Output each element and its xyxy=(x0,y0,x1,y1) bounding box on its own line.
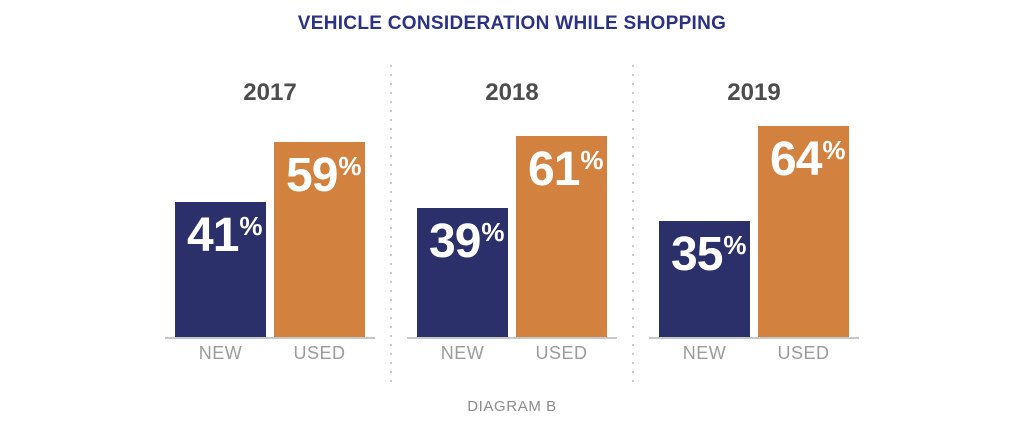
bar-value-label: 41 % xyxy=(175,202,266,260)
category-labels: NEW USED xyxy=(633,339,875,364)
year-group-2018: 2018 39 % 61 % NEW USED xyxy=(391,65,634,384)
bar-chart: 2017 41 % 59 % NEW USED xyxy=(0,65,1024,384)
bar-value-number: 39 xyxy=(429,215,481,268)
percent-sign: % xyxy=(338,151,362,181)
percent-sign: % xyxy=(580,145,604,175)
bar-2019-new: 35 % xyxy=(659,221,750,337)
chart-title: VEHICLE CONSIDERATION WHILE SHOPPING xyxy=(297,13,727,34)
category-labels: NEW USED xyxy=(149,339,391,364)
axis-baseline xyxy=(649,337,859,339)
bar-value-number: 35 xyxy=(671,228,723,281)
category-label-used: USED xyxy=(777,343,830,363)
year-label-2018: 2018 xyxy=(485,79,539,106)
axis-baseline xyxy=(165,337,375,339)
group-separator xyxy=(632,65,634,384)
axis-baseline xyxy=(407,337,617,339)
bar-value-label: 64 % xyxy=(758,126,849,184)
bar-value-label: 39 % xyxy=(417,208,508,266)
bar-2019-used: 64 % xyxy=(758,126,849,337)
percent-sign: % xyxy=(822,135,846,165)
percent-sign: % xyxy=(481,217,505,247)
chart-area-2019: 35 % 64 % xyxy=(633,105,875,337)
year-label-2019: 2019 xyxy=(727,79,781,106)
bar-value-number: 41 xyxy=(187,209,239,262)
diagram-caption: DIAGRAM B xyxy=(467,398,557,415)
chart-area-2018: 39 % 61 % xyxy=(391,105,633,337)
bar-value-number: 59 xyxy=(286,149,338,202)
percent-sign: % xyxy=(239,211,263,241)
bar-2017-new: 41 % xyxy=(175,202,266,337)
bar-value-label: 61 % xyxy=(516,136,607,194)
bar-2017-used: 59 % xyxy=(274,142,365,337)
category-label-new: NEW xyxy=(440,343,485,363)
category-label-new: NEW xyxy=(198,343,243,363)
bar-value-label: 35 % xyxy=(659,221,750,279)
chart-area-2017: 41 % 59 % xyxy=(149,105,391,337)
percent-sign: % xyxy=(723,230,747,260)
category-labels: NEW USED xyxy=(391,339,633,364)
bar-2018-used: 61 % xyxy=(516,136,607,337)
category-label-used: USED xyxy=(293,343,346,363)
category-label-new: NEW xyxy=(682,343,727,363)
group-separator xyxy=(390,65,392,384)
bar-2018-new: 39 % xyxy=(417,208,508,337)
year-group-2019: 2019 35 % 64 % NEW USED xyxy=(633,65,875,384)
bar-value-number: 61 xyxy=(528,143,580,196)
year-group-2017: 2017 41 % 59 % NEW USED xyxy=(149,65,392,384)
bar-value-label: 59 % xyxy=(274,142,365,200)
category-label-used: USED xyxy=(535,343,588,363)
bar-value-number: 64 xyxy=(770,133,822,186)
year-label-2017: 2017 xyxy=(243,79,297,106)
